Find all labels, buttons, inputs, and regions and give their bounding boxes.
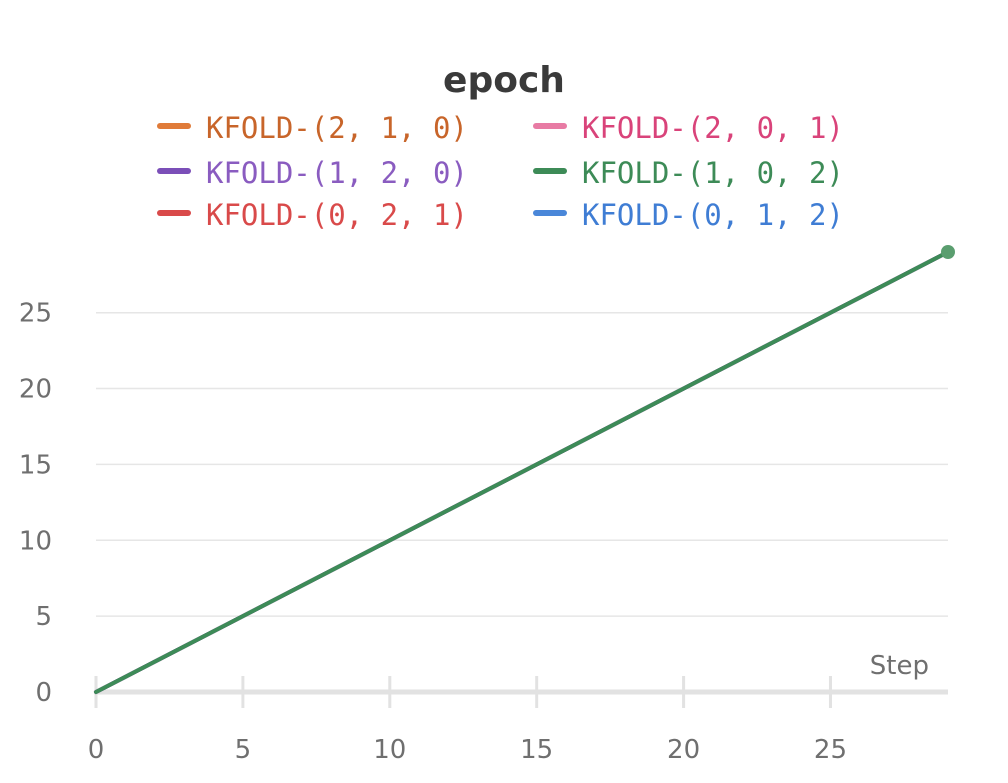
- x-tick-label: 20: [667, 735, 700, 765]
- legend-label: KFOLD-(0, 2, 1): [206, 198, 468, 232]
- y-tick-label: 20: [19, 375, 52, 405]
- series-lines: [94, 245, 955, 694]
- y-tick-label: 25: [19, 299, 52, 329]
- x-axis: [94, 676, 948, 708]
- legend-label: KFOLD-(1, 2, 0): [206, 156, 468, 190]
- x-tick-label: 25: [814, 735, 847, 765]
- legend-label: KFOLD-(1, 0, 2): [582, 156, 844, 190]
- legend-label: KFOLD-(2, 1, 0): [206, 111, 468, 145]
- legend-label: KFOLD-(0, 1, 2): [582, 198, 844, 232]
- x-tick-label: 10: [373, 735, 406, 765]
- y-tick-label: 15: [19, 450, 52, 480]
- legend-item[interactable]: KFOLD-(0, 2, 1): [157, 198, 468, 232]
- legend-item[interactable]: KFOLD-(0, 1, 2): [533, 198, 844, 232]
- legend-item[interactable]: KFOLD-(2, 0, 1): [533, 111, 844, 145]
- y-tick-label: 0: [35, 678, 52, 708]
- series-endpoint-marker[interactable]: [941, 245, 955, 259]
- y-axis: 0 5 10 15 20 25: [19, 299, 52, 708]
- x-tick-label: 5: [235, 735, 252, 765]
- x-tick-labels: 0 5 10 15 20 25: [88, 735, 847, 765]
- x-axis-title: Step: [870, 651, 929, 681]
- legend: KFOLD-(2, 1, 0) KFOLD-(2, 0, 1) KFOLD-(1, …: [157, 111, 844, 232]
- gridlines: [96, 311, 948, 617]
- legend-item[interactable]: KFOLD-(1, 2, 0): [157, 156, 468, 190]
- x-tick-label: 15: [520, 735, 553, 765]
- y-tick-label: 10: [19, 526, 52, 556]
- y-tick-label: 5: [35, 602, 52, 632]
- x-tick-label: 0: [88, 735, 105, 765]
- legend-item[interactable]: KFOLD-(1, 0, 2): [533, 156, 844, 190]
- legend-label: KFOLD-(2, 0, 1): [582, 111, 844, 145]
- series-line[interactable]: [94, 250, 950, 694]
- legend-item[interactable]: KFOLD-(2, 1, 0): [157, 111, 468, 145]
- chart-title: epoch: [443, 60, 565, 101]
